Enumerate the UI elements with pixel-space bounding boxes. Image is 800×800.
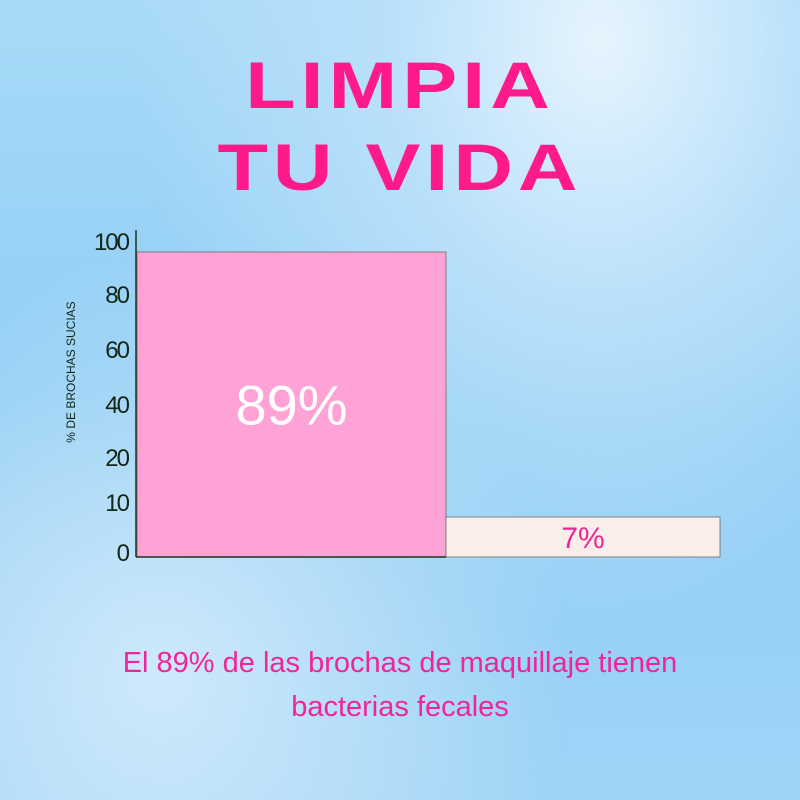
caption-line-1: El 89% de las brochas de maquillaje tien… [122,647,678,679]
y-tick-label: 0 [117,540,130,567]
bar-1 [136,251,447,558]
y-tick-label: 40 [105,392,129,419]
y-tick-label: 10 [105,490,129,517]
bar-2 [445,516,721,558]
y-tick-label: 80 [105,282,129,309]
y-axis-label: % DE BROCHAS SUCIAS [64,301,78,442]
data-label-1: 89% [235,374,347,437]
y-tick-label: 60 [105,337,129,364]
data-label-2: 7% [561,522,604,555]
y-tick-label: 100 [94,229,130,256]
title-line-1: LIMPIA [245,48,555,122]
caption-line-2: bacterias fecales [291,691,509,723]
caption: El 89% de las brochas de maquillaje tien… [0,641,800,729]
title-line-2: TU VIDA [217,130,583,204]
y-tick-label: 20 [105,445,129,472]
